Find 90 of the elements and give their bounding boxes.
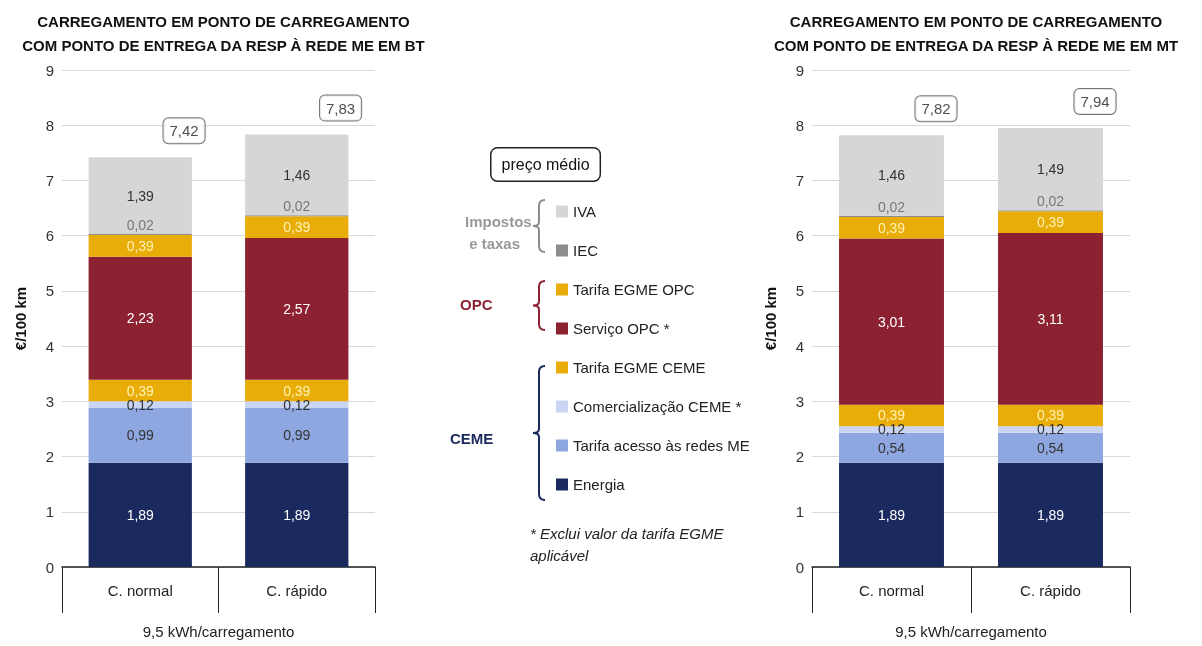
y-tick-label: 9 xyxy=(795,61,804,79)
data-label: 0,99 xyxy=(126,427,155,444)
y-tick-label: 4 xyxy=(45,337,54,355)
total-label: 7,42 xyxy=(169,122,199,140)
y-axis-title: €/100 km xyxy=(762,286,779,351)
legend-label: IVA xyxy=(573,203,597,220)
data-label: 3,11 xyxy=(1037,310,1064,327)
x-tick-label: C. rápido xyxy=(1020,582,1081,599)
y-tick-label: 0 xyxy=(795,558,804,576)
bar xyxy=(839,462,944,567)
data-label: 0,39 xyxy=(877,219,906,236)
x-axis-title: 9,5 kWh/carregamento xyxy=(895,623,1047,640)
x-tick-label: C. normal xyxy=(107,582,173,599)
y-tick-label: 7 xyxy=(45,171,54,189)
y-tick-label: 9 xyxy=(45,61,54,79)
y-tick-label: 3 xyxy=(795,392,804,410)
data-label: 0,12 xyxy=(1036,421,1065,438)
text: OPC xyxy=(460,295,493,313)
data-label: 1,46 xyxy=(877,167,906,184)
bar xyxy=(998,462,1103,567)
legend-label: Energia xyxy=(573,476,626,493)
data-label: 0,12 xyxy=(877,421,906,438)
y-tick-label: 0 xyxy=(45,558,54,576)
y-tick-label: 6 xyxy=(45,227,54,245)
data-label: 1,89 xyxy=(126,506,155,523)
data-label: 0,99 xyxy=(283,427,311,444)
data-label: 3,01 xyxy=(877,313,906,330)
chart-title: CARREGAMENTO EM PONTO DE CARREGAMENTO COM PONTO DE ENTREGA DA RESP À REDE ME EM BT xyxy=(22,12,425,54)
data-label: 1,89 xyxy=(1036,506,1065,523)
data-label: 0,39 xyxy=(283,382,311,399)
bar xyxy=(998,232,1103,405)
data-label: 1,49 xyxy=(1036,161,1065,178)
data-label: 1,39 xyxy=(126,187,155,204)
y-tick-label: 6 xyxy=(795,227,804,245)
legend-label: IEC xyxy=(573,242,599,259)
bar xyxy=(245,237,349,380)
data-label: 1,46 xyxy=(283,166,311,183)
y-tick-label: 8 xyxy=(795,116,804,134)
y-tick-label: 7 xyxy=(795,171,804,189)
total-label: 7,83 xyxy=(325,99,356,117)
bar xyxy=(88,235,192,257)
data-label: 0,39 xyxy=(283,219,311,236)
data-label: 0,54 xyxy=(1036,439,1065,456)
text: * Exclui valor da tarifa EGME aplicável xyxy=(530,524,728,564)
data-label: 0,02 xyxy=(283,198,311,215)
data-label: 0,12 xyxy=(126,396,155,413)
data-label: 2,57 xyxy=(283,300,311,317)
data-label: 0,02 xyxy=(1036,193,1065,210)
y-tick-label: 4 xyxy=(795,337,804,355)
bar xyxy=(245,216,349,238)
data-label: 0,39 xyxy=(126,382,155,399)
text: Impostos e taxas xyxy=(465,212,532,252)
y-tick-label: 8 xyxy=(45,116,54,134)
bar xyxy=(88,462,192,567)
y-axis-title: €/100 km xyxy=(12,286,29,351)
text: CEME xyxy=(450,429,494,447)
x-tick-label: C. normal xyxy=(858,582,925,599)
bar xyxy=(839,238,944,405)
data-label: 0,54 xyxy=(877,439,906,456)
legend-label: Serviço OPC * xyxy=(573,320,670,337)
y-tick-label: 2 xyxy=(795,448,804,466)
legend-label: Comercialização CEME * xyxy=(573,398,742,415)
y-tick-label: 3 xyxy=(45,392,54,410)
data-label: 0,39 xyxy=(1036,407,1065,424)
total-label: 7,94 xyxy=(1080,92,1110,110)
data-label: 0,39 xyxy=(1036,214,1065,231)
bar xyxy=(245,462,349,567)
data-label: 0,02 xyxy=(877,198,906,215)
data-label: 0,39 xyxy=(877,407,906,424)
x-axis-title: 9,5 kWh/carregamento xyxy=(142,623,295,640)
y-tick-label: 5 xyxy=(795,282,804,300)
legend-title: preço médio xyxy=(501,156,590,173)
bar xyxy=(998,211,1103,233)
x-tick-label: C. rápido xyxy=(266,582,328,599)
data-label: 2,23 xyxy=(126,310,155,327)
y-tick-label: 2 xyxy=(45,448,54,466)
y-tick-label: 5 xyxy=(45,282,54,300)
y-tick-label: 1 xyxy=(45,503,54,521)
data-label: 1,89 xyxy=(877,506,906,523)
legend-label: Tarifa EGME CEME xyxy=(573,359,706,376)
data-label: 1,89 xyxy=(283,506,311,523)
data-label: 0,02 xyxy=(126,217,155,234)
bar xyxy=(88,256,192,380)
chart-title: CARREGAMENTO EM PONTO DE CARREGAMENTO COM PONTO DE ENTREGA DA RESP À REDE ME EM MT xyxy=(773,12,1179,54)
legend-label: Tarifa EGME OPC xyxy=(573,281,695,298)
data-label: 0,39 xyxy=(126,237,155,254)
legend-label: Tarifa acesso às redes ME xyxy=(573,437,750,454)
bar xyxy=(839,216,944,239)
y-tick-label: 1 xyxy=(795,503,804,521)
total-label: 7,82 xyxy=(921,100,951,118)
